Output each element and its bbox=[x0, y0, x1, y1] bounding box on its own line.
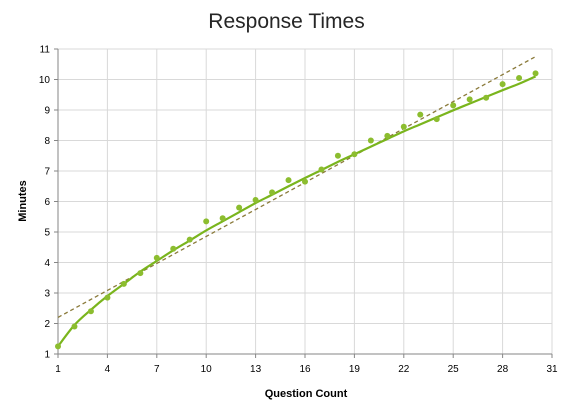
y-tick-label: 10 bbox=[39, 75, 51, 86]
x-tick-labels: 1 4 7 10 13 16 19 22 25 28 31 bbox=[55, 364, 558, 375]
data-point bbox=[120, 280, 127, 287]
x-tick-label: 22 bbox=[398, 364, 410, 375]
data-point bbox=[367, 137, 374, 144]
data-point bbox=[400, 123, 407, 130]
data-point bbox=[334, 152, 341, 159]
data-point bbox=[466, 96, 473, 103]
x-tick-label: 31 bbox=[546, 364, 558, 375]
data-point bbox=[87, 308, 94, 315]
data-point bbox=[236, 204, 243, 211]
data-point bbox=[384, 132, 391, 139]
x-tick-label: 7 bbox=[154, 364, 160, 375]
data-point bbox=[318, 166, 325, 173]
fit-curve bbox=[57, 75, 536, 348]
x-tick-label: 13 bbox=[250, 364, 262, 375]
x-tick-label: 10 bbox=[201, 364, 213, 375]
y-tick-label: 9 bbox=[44, 106, 50, 117]
y-tick-label: 4 bbox=[44, 258, 50, 269]
data-point bbox=[170, 245, 177, 252]
x-tick-label: 16 bbox=[299, 364, 311, 375]
y-tick-label: 7 bbox=[44, 167, 50, 178]
grid bbox=[58, 48, 553, 354]
data-point bbox=[269, 189, 276, 196]
y-tick-labels: 1 2 3 4 5 6 7 8 9 10 11 bbox=[39, 45, 51, 361]
data-point bbox=[219, 215, 226, 222]
x-tick-label: 19 bbox=[349, 364, 361, 375]
x-tick-label: 1 bbox=[55, 364, 61, 375]
data-point bbox=[203, 218, 210, 225]
data-point bbox=[153, 254, 160, 261]
x-axis-title: Question Count bbox=[265, 388, 348, 400]
axes bbox=[54, 48, 553, 358]
data-point bbox=[351, 151, 358, 158]
data-point bbox=[285, 177, 292, 184]
y-tick-label: 6 bbox=[44, 197, 50, 208]
y-tick-label: 3 bbox=[44, 289, 50, 300]
y-tick-label: 1 bbox=[44, 350, 50, 361]
data-point bbox=[186, 236, 193, 243]
x-tick-label: 28 bbox=[497, 364, 509, 375]
data-point bbox=[433, 116, 440, 123]
data-point bbox=[516, 74, 523, 81]
data-point bbox=[71, 323, 78, 330]
fit-curve-layer bbox=[57, 75, 536, 348]
data-point bbox=[483, 94, 490, 101]
y-tick-label: 8 bbox=[44, 136, 50, 147]
data-points bbox=[55, 70, 539, 350]
data-point bbox=[450, 102, 457, 109]
data-point bbox=[104, 294, 111, 301]
y-tick-label: 11 bbox=[40, 45, 51, 56]
x-tick-label: 4 bbox=[105, 364, 111, 375]
data-point bbox=[252, 196, 259, 203]
data-point bbox=[55, 343, 61, 350]
chart-title: Response Times bbox=[208, 10, 364, 33]
data-point bbox=[137, 270, 144, 277]
y-axis-title: Minutes bbox=[17, 180, 29, 222]
y-tick-label: 5 bbox=[44, 228, 50, 239]
x-tick-label: 25 bbox=[448, 364, 460, 375]
data-point bbox=[302, 178, 308, 185]
data-point bbox=[532, 70, 539, 77]
data-point bbox=[499, 81, 506, 88]
y-tick-label: 2 bbox=[44, 319, 50, 330]
data-point bbox=[417, 111, 424, 118]
